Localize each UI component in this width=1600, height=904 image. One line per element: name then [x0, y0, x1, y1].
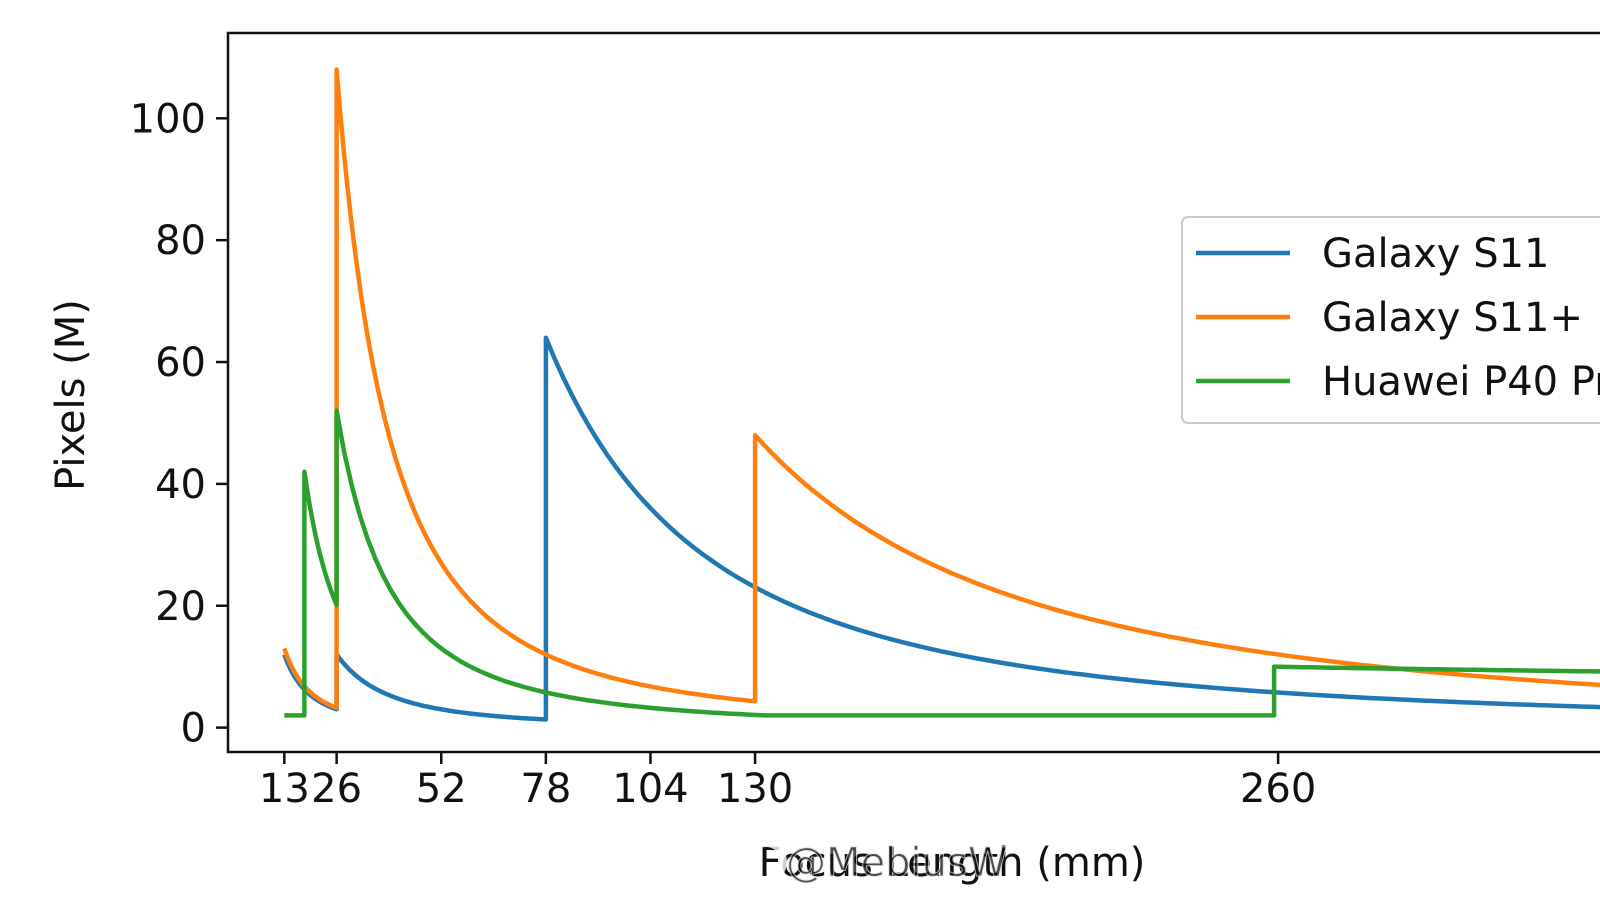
- watermark-text: @MebiusW: [786, 840, 1007, 886]
- series-line-2: [282, 408, 1600, 718]
- y-tick-label: 0: [181, 706, 206, 752]
- weibo-icon: [745, 841, 787, 883]
- y-tick-label: 80: [155, 218, 206, 264]
- y-tick-label: 100: [130, 96, 206, 142]
- x-tick-label: 26: [311, 766, 362, 812]
- x-tick-label: 13: [259, 766, 310, 812]
- series-line-1: [282, 67, 1600, 711]
- y-tick-label: 60: [155, 340, 206, 386]
- watermark: @MebiusW: [745, 840, 1008, 887]
- x-tick-label: 52: [416, 766, 467, 812]
- y-tick-label: 20: [155, 584, 206, 630]
- legend-box: [1181, 216, 1600, 424]
- legend-label: Huawei P40 Pro: [1322, 359, 1600, 405]
- x-tick-label: 78: [520, 766, 571, 812]
- legend: Galaxy S11 Galaxy S11+ Huawei P40 Pro: [1181, 216, 1600, 424]
- x-tick-label: 260: [1240, 766, 1316, 812]
- x-tick-label: 130: [717, 766, 793, 812]
- x-axis-title: Focus Length (mm): [759, 840, 1146, 886]
- plot-frame: [226, 31, 1600, 754]
- y-axis-title: Pixels (M): [48, 299, 94, 491]
- plot-area: [226, 31, 1600, 754]
- axes-layer: 13 26 52 78 104 130 260 0 20 40 60 80 100 Focus Lengt…: [48, 96, 1316, 886]
- y-tick-label: 40: [155, 462, 206, 508]
- legend-label: Galaxy S11: [1322, 231, 1549, 277]
- x-tick-label: 104: [612, 766, 688, 812]
- series-layer: [282, 67, 1600, 722]
- legend-label: Galaxy S11+: [1322, 295, 1583, 341]
